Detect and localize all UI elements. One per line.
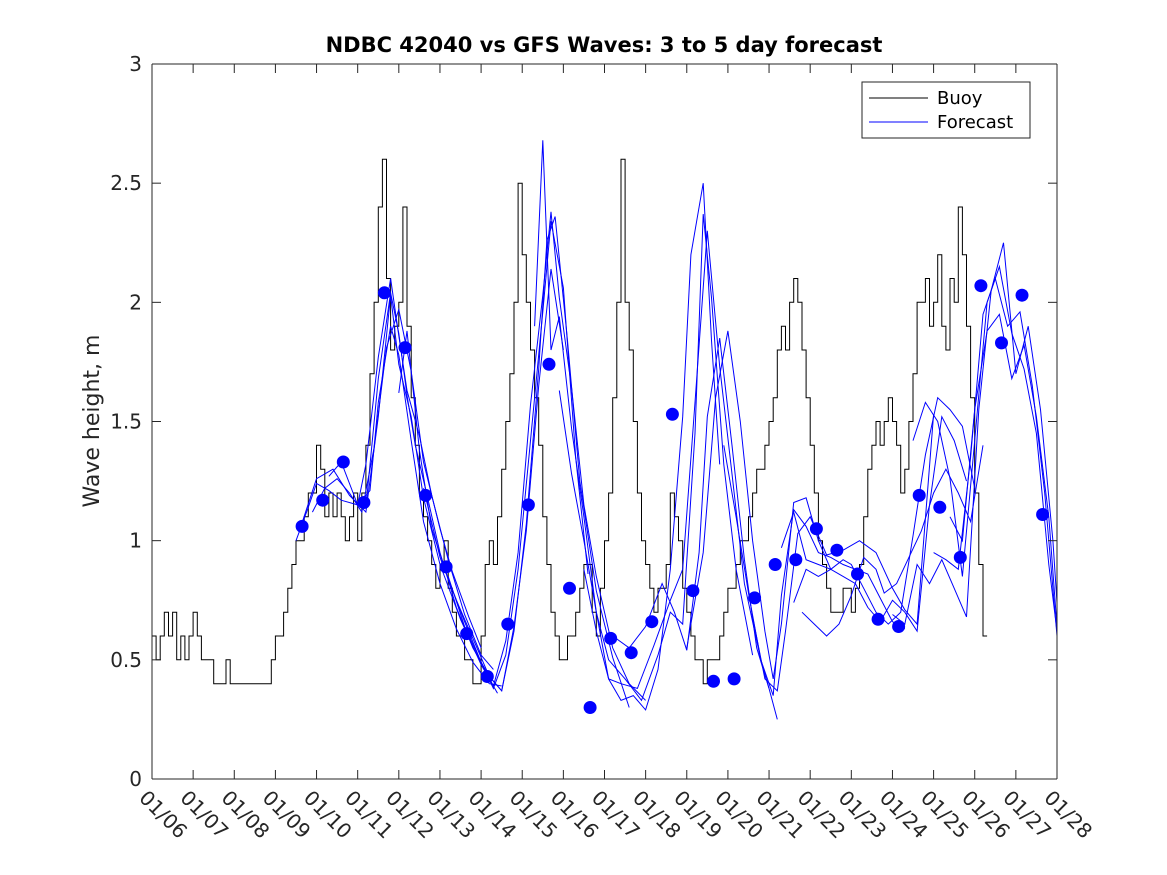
forecast-line-7: [423, 216, 630, 708]
forecast-point: [665, 407, 679, 421]
forecast-point: [624, 646, 638, 660]
forecast-line-11: [583, 230, 770, 690]
y-tick-label: 0.5: [110, 648, 142, 672]
forecast-line-5: [365, 268, 564, 692]
forecast-point: [809, 522, 823, 536]
y-axis-title: Wave height, m: [80, 335, 105, 508]
legend: Buoy Forecast: [861, 81, 1031, 139]
forecast-point: [871, 612, 885, 626]
y-tick-label: 1.5: [110, 410, 142, 434]
forecast-point: [480, 670, 494, 683]
forecast-point: [851, 567, 864, 581]
forecast-point: [707, 674, 720, 688]
y-tick-label: 2.5: [110, 171, 142, 195]
forecast-line-9: [534, 140, 721, 711]
forecast-point: [583, 701, 597, 714]
forecast-point: [748, 591, 762, 605]
y-tick-label: 2: [129, 290, 142, 314]
forecast-point: [604, 631, 618, 645]
legend-buoy-label: Buoy: [937, 88, 983, 109]
forecast-point: [727, 672, 741, 686]
plot-layer: [152, 64, 1057, 779]
forecast-point: [521, 498, 535, 512]
forecast-point: [460, 627, 474, 641]
legend-box: [861, 81, 1031, 139]
points-layer: [295, 279, 1050, 714]
forecast-point: [1036, 508, 1050, 521]
forecast-point: [974, 279, 988, 293]
forecast-line-21: [933, 276, 1058, 637]
forecast-point: [316, 493, 330, 507]
plot-area: [152, 64, 1057, 779]
forecast-point: [830, 543, 844, 557]
y-tick-label: 0: [129, 767, 142, 791]
forecast-line-19: [892, 242, 1058, 625]
forecast-point: [563, 581, 576, 595]
forecast-point: [357, 496, 371, 509]
forecast-point: [1015, 288, 1029, 302]
forecast-point: [686, 584, 700, 598]
forecast-point: [768, 558, 782, 571]
forecast-point: [295, 519, 309, 533]
forecast-line-18: [801, 445, 984, 637]
forecast-line-13: [686, 330, 832, 679]
forecast-point: [953, 550, 967, 564]
forecast-point: [501, 617, 515, 631]
forecast-point: [892, 620, 906, 633]
chart-title: NDBC 42040 vs GFS Waves: 3 to 5 day fore…: [326, 33, 883, 57]
legend-forecast-label: Forecast: [937, 112, 1013, 133]
forecast-point: [336, 455, 350, 469]
forecast-point: [542, 357, 556, 371]
forecast-point: [419, 488, 433, 502]
forecast-point: [933, 500, 947, 514]
y-tick-label: 1: [129, 529, 142, 553]
forecast-point: [645, 615, 659, 629]
forecast-point: [377, 286, 391, 300]
buoy-series-line: [152, 158, 988, 685]
forecast-point: [789, 553, 803, 567]
forecast-point: [439, 560, 453, 574]
forecast-point: [995, 336, 1008, 350]
forecast-point: [398, 341, 412, 355]
forecast-line-10: [558, 214, 754, 702]
y-tick-label: 3: [129, 52, 142, 76]
buoy-layer: [152, 158, 988, 685]
forecast-point: [912, 488, 926, 502]
